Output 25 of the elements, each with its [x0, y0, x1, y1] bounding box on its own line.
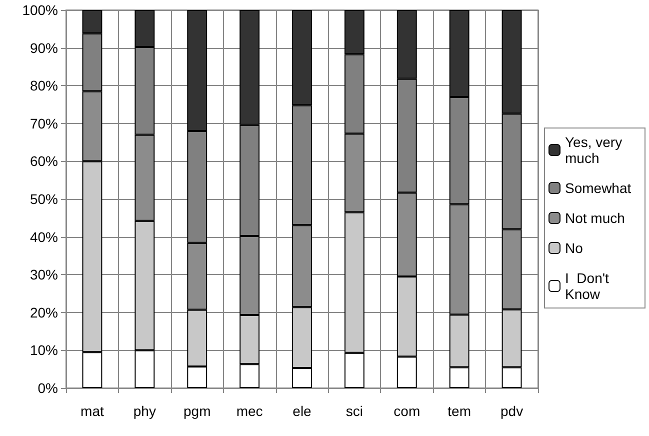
x-tick-label: tem	[448, 403, 472, 419]
y-tick-label: 70%	[30, 115, 58, 132]
y-tick-label: 90%	[30, 40, 58, 56]
x-tick-label: mec	[236, 403, 263, 419]
legend-label: I Don't Know	[565, 270, 613, 302]
y-tick-label: 100%	[22, 2, 58, 18]
x-tick-label: pdv	[500, 403, 524, 419]
y-tick-label: 50%	[30, 191, 58, 207]
x-tick-label: com	[394, 403, 420, 419]
x-tick-label: ele	[292, 403, 312, 419]
y-tick-label: 0%	[38, 380, 58, 396]
x-tick-label: mat	[80, 403, 104, 419]
y-tick-label: 80%	[30, 78, 58, 94]
x-tick-label: phy	[133, 403, 156, 419]
legend-label: Somewhat	[565, 180, 632, 196]
legend-label: No	[565, 240, 584, 256]
x-tick-label: pgm	[183, 403, 211, 419]
y-tick-label: 40%	[30, 228, 58, 245]
x-tick-label: sci	[346, 403, 364, 419]
y-tick-label: 20%	[30, 304, 58, 320]
legend-label: Yes, very much	[565, 134, 626, 166]
legend-label: Not much	[565, 210, 625, 226]
y-tick-label: 10%	[30, 342, 58, 358]
y-tick-label: 30%	[30, 266, 58, 283]
y-tick-label: 60%	[30, 153, 58, 170]
